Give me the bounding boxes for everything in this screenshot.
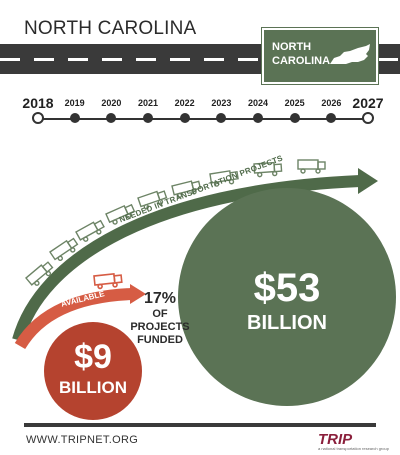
available-arrow bbox=[14, 288, 133, 350]
truck-icon bbox=[49, 237, 79, 262]
state-title: NORTH CAROLINA bbox=[24, 18, 197, 39]
needed-arrow bbox=[12, 175, 361, 342]
needed-amount: $53 bbox=[253, 266, 321, 310]
road-dash bbox=[34, 58, 54, 61]
trip-logo-subtitle: a national transportation research group bbox=[318, 446, 389, 451]
timeline-tick bbox=[179, 113, 190, 123]
truck-icon bbox=[75, 219, 105, 242]
timeline-axis bbox=[38, 118, 368, 120]
timeline-year: 2024 bbox=[247, 98, 269, 108]
timeline-tick bbox=[253, 113, 263, 123]
timeline-year: 2025 bbox=[284, 98, 305, 108]
timeline-tick bbox=[69, 113, 80, 123]
timeline-tick bbox=[106, 113, 117, 123]
state-badge: NORTH CAROLINA bbox=[262, 28, 378, 84]
road-dash bbox=[238, 58, 258, 61]
available-amount: $9 bbox=[74, 338, 112, 376]
timeline-year: 2022 bbox=[174, 98, 195, 108]
road-dash bbox=[170, 58, 190, 61]
available-truck-icon bbox=[93, 273, 123, 290]
percent-value: 17% bbox=[143, 290, 177, 307]
road-dash bbox=[102, 58, 122, 61]
website-link[interactable]: WWW.TRIPNET.ORG bbox=[26, 434, 139, 446]
timeline-year: 2027 bbox=[352, 95, 384, 111]
needed-unit: BILLION bbox=[247, 312, 327, 334]
road-dash bbox=[0, 58, 20, 61]
timeline-year: 2019 bbox=[64, 98, 85, 108]
badge-line-1: NORTH bbox=[272, 41, 312, 53]
needed-arrow-head bbox=[358, 168, 378, 194]
timeline-year: 2021 bbox=[137, 98, 159, 108]
truck-icon bbox=[171, 180, 202, 199]
timeline-tick bbox=[32, 112, 44, 124]
timeline-year: 2020 bbox=[101, 98, 122, 108]
timeline-tick bbox=[326, 113, 337, 123]
available-amount-circle: $9 BILLION bbox=[44, 322, 142, 420]
footer-rule bbox=[24, 423, 376, 427]
trip-logo: TRIP bbox=[318, 431, 353, 448]
badge-line-2: CAROLINA bbox=[272, 55, 331, 67]
available-arrow-head bbox=[130, 284, 146, 304]
truck-icon bbox=[25, 261, 54, 286]
needed-amount-circle: $53 BILLION bbox=[178, 188, 396, 406]
timeline-year: 2023 bbox=[211, 98, 232, 108]
timeline-tick bbox=[362, 112, 374, 124]
timeline-year: 2018 bbox=[22, 95, 54, 111]
truck-icon bbox=[297, 159, 326, 174]
road-dash bbox=[378, 58, 398, 61]
road-dash bbox=[136, 58, 156, 61]
road-dash bbox=[68, 58, 88, 61]
available-unit: BILLION bbox=[59, 378, 127, 397]
truck-icon bbox=[137, 190, 168, 210]
truck-icon bbox=[209, 170, 239, 187]
state-badge-label: NORTH CAROLINA bbox=[272, 40, 332, 68]
road-dash bbox=[204, 58, 224, 61]
timeline-year: 2026 bbox=[321, 98, 342, 108]
truck-icon bbox=[105, 203, 136, 225]
timeline-tick bbox=[289, 113, 300, 123]
percent-line-2: PROJECTS bbox=[130, 321, 190, 333]
percent-line-1: OF bbox=[152, 308, 168, 320]
north-carolina-map-icon bbox=[330, 44, 370, 64]
percent-line-3: FUNDED bbox=[137, 334, 183, 346]
percent-funded: 17% OF PROJECTS FUNDED bbox=[128, 290, 192, 347]
truck-icon bbox=[253, 161, 283, 178]
timeline-tick bbox=[143, 113, 153, 123]
timeline-tick bbox=[216, 113, 227, 123]
